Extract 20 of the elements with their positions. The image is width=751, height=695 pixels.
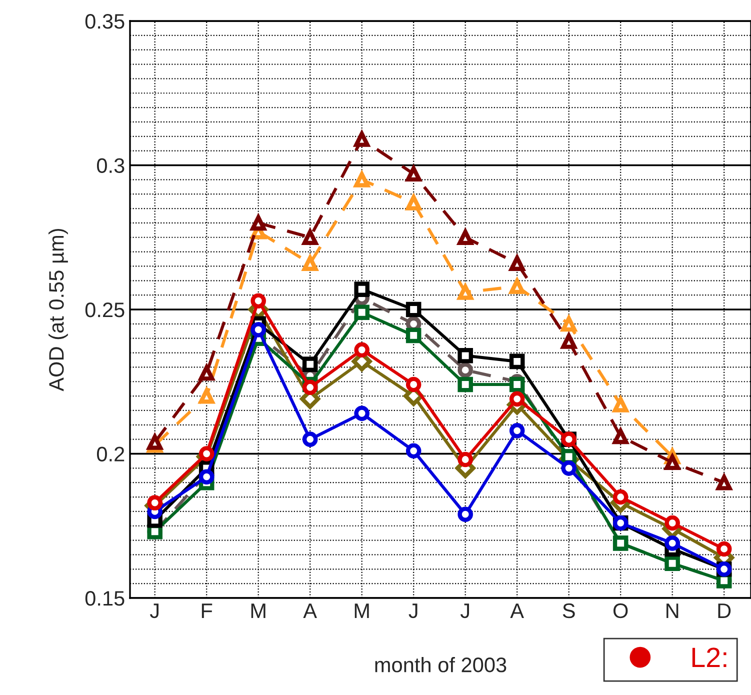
y-tick-label: 0.2 xyxy=(96,446,124,462)
y-tick-label: 0.3 xyxy=(96,158,124,174)
y-tick-label: 0.25 xyxy=(85,302,124,318)
x-tick-label: S xyxy=(562,603,575,618)
x-tick-label: D xyxy=(718,604,731,618)
x-tick-label: N xyxy=(666,604,678,618)
y-tick-label: 0.35 xyxy=(85,14,124,29)
x-axis-title: month of 2003 xyxy=(375,657,506,672)
x-tick-label: J xyxy=(150,604,158,618)
x-tick-label: F xyxy=(202,604,212,618)
x-tick-label: A xyxy=(510,604,524,618)
y-tick-label: 0.15 xyxy=(85,591,124,606)
x-tick-label: A xyxy=(303,604,317,618)
legend-label: L2: xyxy=(692,648,726,668)
x-tick-label: J xyxy=(408,604,418,618)
x-tick-label: M xyxy=(354,604,369,618)
x-tick-label: M xyxy=(251,604,266,618)
x-tick-label: J xyxy=(460,604,469,618)
y-axis-title: AOD (at 0.55 µm) xyxy=(48,228,68,392)
x-tick-label: O xyxy=(613,603,628,618)
